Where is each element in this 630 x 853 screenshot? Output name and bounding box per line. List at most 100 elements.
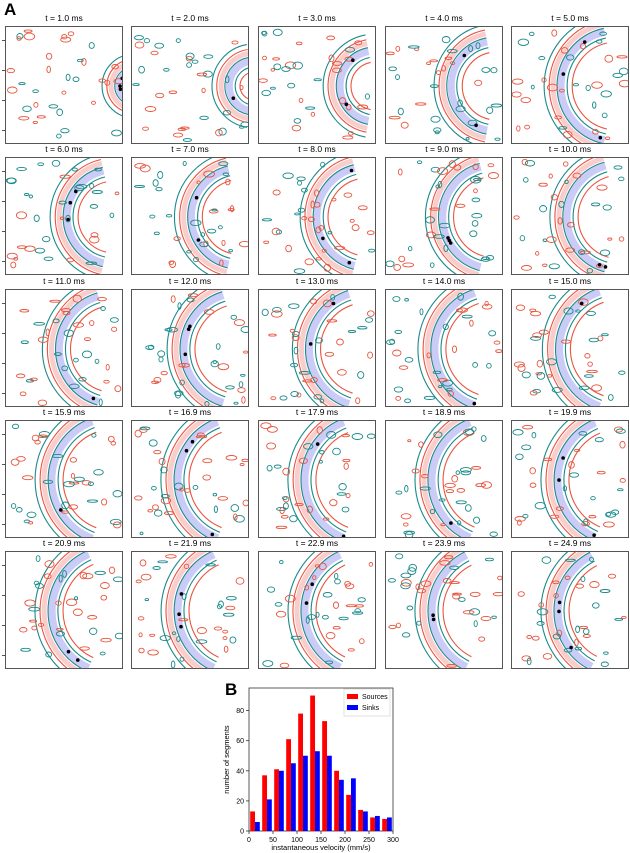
frame-contours: [386, 27, 502, 143]
sink-blob: [618, 67, 628, 76]
source-blob: [415, 102, 427, 106]
source-contour: [188, 431, 222, 529]
sink-blob: [430, 166, 441, 173]
source-contour: [171, 290, 208, 406]
sink-blob: [301, 187, 308, 193]
source-blob: [134, 429, 142, 438]
sink-blob: [532, 388, 541, 394]
sink-blob: [58, 574, 63, 583]
source-blob: [326, 319, 338, 323]
source-blob: [517, 591, 525, 597]
sink-contour: [49, 158, 92, 274]
source-blob: [521, 265, 532, 271]
source-blob: [271, 310, 283, 318]
source-blob: [547, 374, 553, 378]
sink-blob: [266, 586, 276, 593]
sink-blob: [152, 566, 161, 570]
sink-blob: [531, 432, 537, 439]
wavefront-source-fill: [421, 421, 462, 537]
source-blob: [495, 349, 502, 353]
source-blob: [321, 248, 327, 253]
sink-blob: [20, 647, 31, 652]
source-blob: [111, 326, 118, 332]
source-blob: [603, 521, 615, 528]
sink-blob: [552, 633, 562, 640]
source-blob: [435, 70, 442, 75]
sink-blob: [74, 184, 85, 192]
source-blob: [45, 52, 53, 60]
sink-blob: [575, 625, 581, 634]
sink-blob: [437, 180, 443, 188]
source-blob: [215, 129, 223, 137]
singularity-marker: [186, 327, 191, 331]
source-blob: [345, 493, 351, 499]
sink-blob: [218, 161, 229, 167]
source-blob: [538, 182, 548, 187]
source-blob: [445, 489, 455, 494]
sink-contour: [224, 57, 248, 115]
sink-contour: [549, 158, 584, 274]
frame-plot: [258, 551, 376, 669]
sink-blob: [28, 606, 41, 612]
sink-blob: [240, 121, 248, 128]
sink-blob: [338, 483, 347, 491]
source-blob: [271, 227, 281, 236]
sink-blob: [290, 362, 299, 368]
sink-blob: [111, 129, 122, 137]
sink-blob: [395, 490, 403, 495]
source-blob: [591, 384, 602, 392]
frame-plot: [385, 420, 503, 538]
sink-blob: [151, 485, 157, 491]
sink-blob: [43, 256, 54, 261]
frame-title: t = 14.0 ms: [422, 276, 466, 286]
source-blob: [6, 68, 16, 74]
source-blob: [619, 478, 626, 483]
sink-blob: [569, 472, 580, 478]
source-blob: [450, 61, 456, 65]
source-blob: [81, 480, 92, 486]
source-blob: [266, 426, 278, 433]
frame-title: t = 20.9 ms: [42, 538, 86, 548]
source-contour: [461, 52, 490, 120]
sink-blob: [588, 337, 599, 343]
singularity-marker: [561, 72, 566, 76]
singularity-marker: [118, 87, 122, 92]
sink-blob: [592, 101, 597, 109]
source-contour: [422, 290, 456, 406]
frame-axis-tick: [2, 464, 5, 465]
singularity-marker: [76, 658, 80, 662]
sink-blob: [298, 371, 311, 375]
sink-contour: [114, 70, 122, 102]
singularity-marker: [304, 601, 309, 605]
wavefront-source-fill: [550, 27, 603, 143]
sink-blob: [541, 556, 552, 564]
sink-blob: [592, 602, 600, 609]
sink-blob: [290, 391, 299, 397]
sink-blob: [164, 328, 173, 332]
source-blob: [546, 83, 559, 92]
source-blob: [89, 235, 100, 244]
singularity-marker: [579, 301, 584, 306]
sink-blob: [163, 67, 170, 72]
sink-contour: [160, 552, 189, 668]
source-blob: [7, 86, 18, 94]
sink-contour: [166, 290, 199, 406]
sink-blob: [434, 130, 440, 135]
sink-blob: [166, 326, 178, 333]
source-contour: [77, 181, 107, 253]
source-blob: [346, 103, 352, 111]
sink-blob: [153, 231, 160, 236]
frame-contours: [387, 552, 502, 668]
sink-blob: [205, 563, 216, 567]
frame-contours: [134, 421, 248, 537]
sink-contour: [427, 552, 466, 668]
source-bar: [298, 713, 303, 831]
source-blob: [588, 515, 597, 519]
sink-blob: [73, 476, 85, 482]
sink-contour: [563, 560, 595, 662]
frame-contours: [10, 421, 122, 537]
source-blob: [541, 77, 547, 83]
source-blob: [344, 580, 351, 587]
x-tick-label: 150: [315, 837, 327, 844]
singularity-marker: [66, 649, 71, 654]
